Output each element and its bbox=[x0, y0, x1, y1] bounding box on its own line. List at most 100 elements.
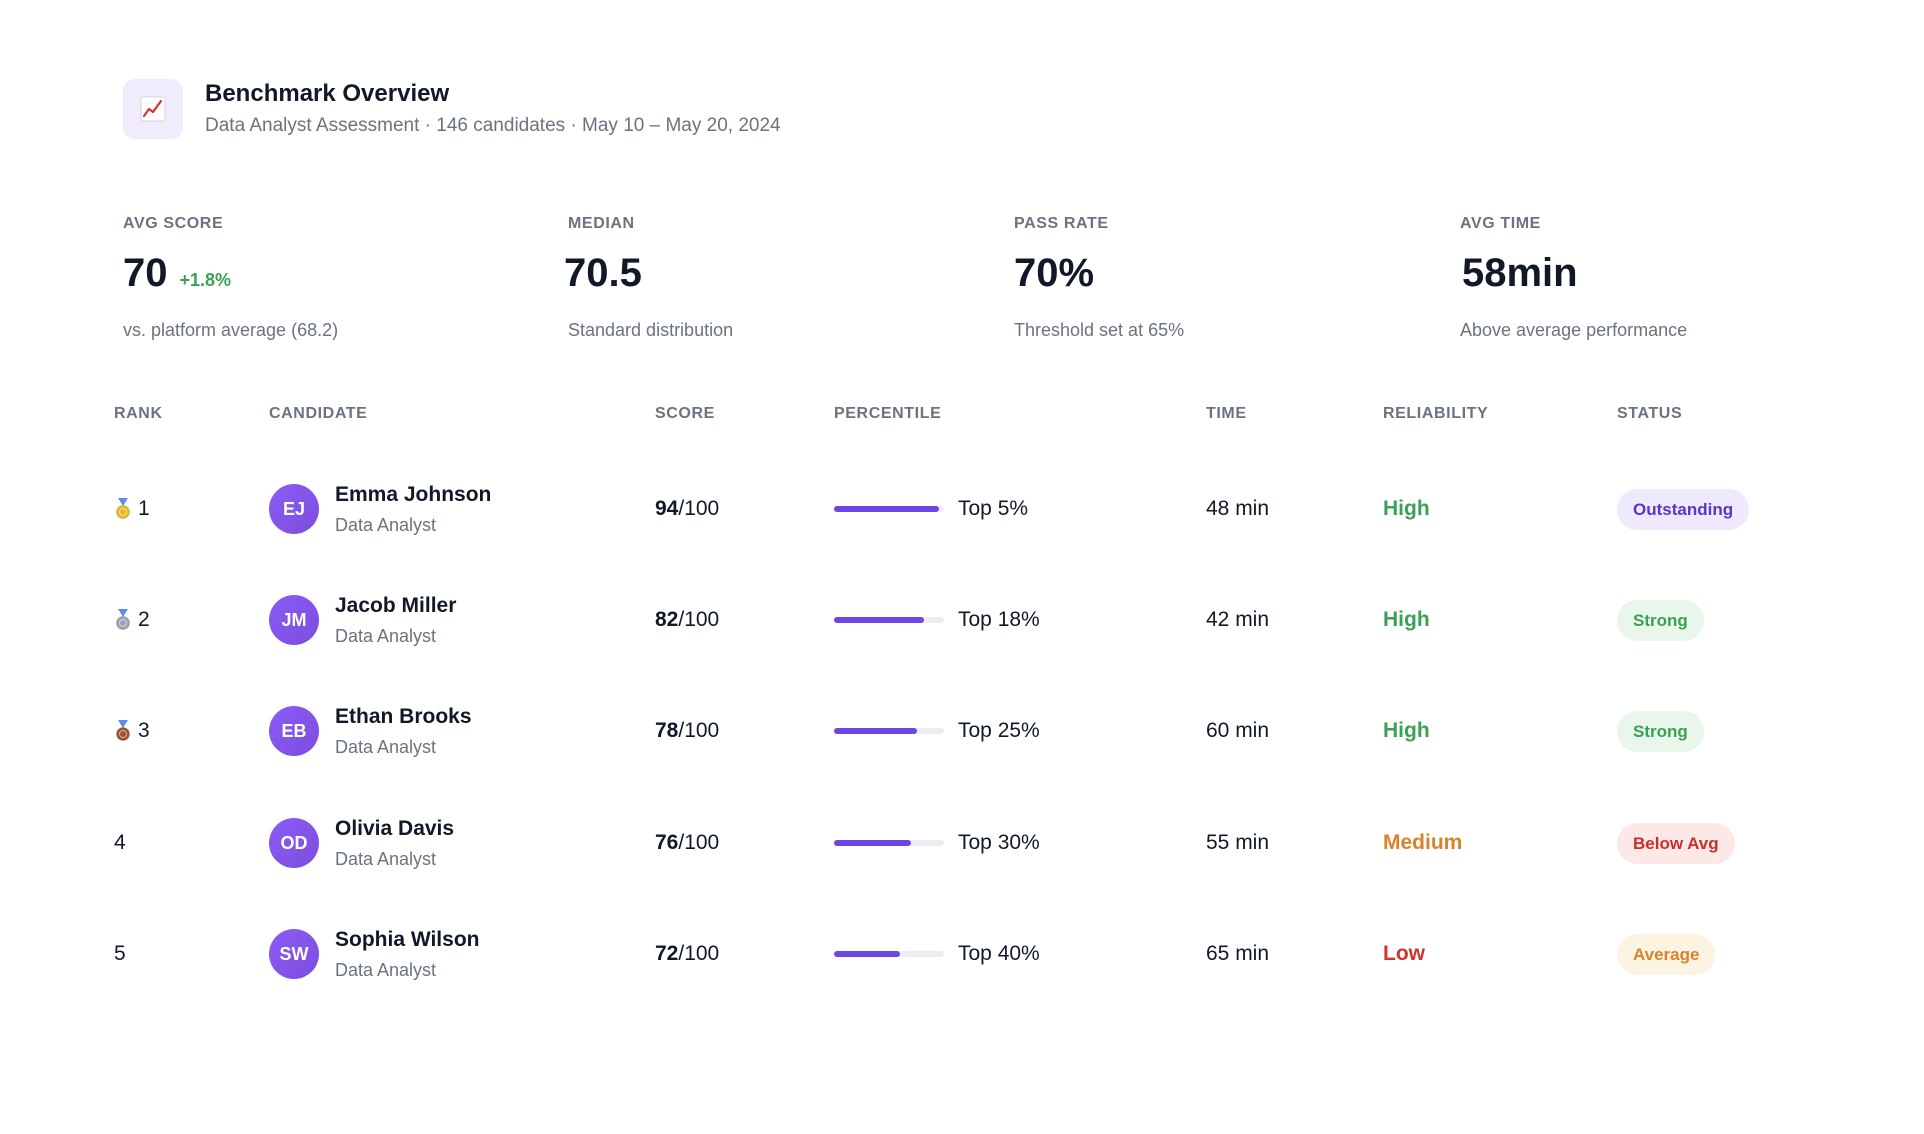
percentile-bar-fill bbox=[834, 617, 925, 623]
score-value: 72 bbox=[655, 942, 679, 965]
percentile-bar bbox=[834, 728, 944, 734]
percentile-label: Top 18% bbox=[958, 608, 1040, 631]
percentile-label: Top 30% bbox=[958, 831, 1040, 854]
stat-median: MEDIAN 70.5 Standard distribution bbox=[564, 214, 968, 342]
candidate-role: Data Analyst bbox=[335, 960, 437, 980]
candidate-cell[interactable]: OD Olivia Davis Data Analyst bbox=[269, 788, 454, 898]
rank-cell: 5 bbox=[114, 899, 126, 1009]
status-badge: Outstanding bbox=[1617, 488, 1750, 530]
score-max: /100 bbox=[678, 719, 720, 742]
col-header-reliability[interactable]: RELIABILITY bbox=[1383, 405, 1489, 422]
stats-row: AVG SCORE 70 +1.8% vs. platform average … bbox=[0, 214, 1924, 364]
benchmark-table: RANK CANDIDATE SCORE PERCENTILE TIME REL… bbox=[0, 405, 1924, 980]
stat-label: AVG SCORE bbox=[123, 215, 224, 232]
avatar: JM bbox=[269, 595, 319, 645]
percentile-bar-fill bbox=[834, 951, 900, 957]
percentile-label: Top 40% bbox=[958, 942, 1040, 965]
percentile-bar bbox=[834, 840, 944, 846]
stat-pass-rate: PASS RATE 70% Threshold set at 65% bbox=[1014, 214, 1414, 342]
table-row[interactable]: 2 JM Jacob Miller Data Analyst 82/100 Top 18%… bbox=[0, 565, 1924, 675]
candidate-cell[interactable]: EJ Emma Johnson Data Analyst bbox=[269, 454, 491, 564]
rank-cell: 2 bbox=[114, 565, 150, 675]
score-max: /100 bbox=[678, 942, 720, 965]
candidate-cell[interactable]: JM Jacob Miller Data Analyst bbox=[269, 565, 456, 675]
status-badge: Average bbox=[1617, 933, 1716, 975]
stat-value: 58min bbox=[1462, 251, 1578, 295]
candidate-name[interactable]: Jacob Miller bbox=[335, 594, 457, 617]
percentile-cell: Top 18% bbox=[834, 565, 1040, 675]
percentile-cell: Top 40% bbox=[834, 899, 1040, 1009]
rank-cell: 1 bbox=[114, 454, 150, 564]
stat-note: Above average performance bbox=[1460, 320, 1688, 340]
gold-medal-icon bbox=[114, 498, 132, 520]
percentile-bar bbox=[834, 617, 944, 623]
chart-line-icon bbox=[123, 79, 183, 139]
stat-delta: +1.8% bbox=[179, 270, 232, 290]
stat-note: Standard distribution bbox=[568, 320, 734, 340]
rank-number: 1 bbox=[138, 497, 150, 520]
col-header-percentile[interactable]: PERCENTILE bbox=[834, 405, 942, 422]
status-cell: Average bbox=[1617, 899, 1716, 1009]
stat-label: AVG TIME bbox=[1460, 215, 1541, 232]
score-cell: 94/100 bbox=[655, 454, 719, 564]
score-value: 78 bbox=[655, 719, 679, 742]
status-badge: Strong bbox=[1617, 710, 1704, 752]
table-row[interactable]: 5 SW Sophia Wilson Data Analyst 72/100 Top 40… bbox=[0, 899, 1924, 1009]
percentile-bar bbox=[834, 506, 944, 512]
rank-number: 5 bbox=[114, 942, 126, 965]
percentile-cell: Top 25% bbox=[834, 676, 1040, 786]
candidate-name[interactable]: Sophia Wilson bbox=[335, 928, 480, 951]
table-row[interactable]: 1 EJ Emma Johnson Data Analyst 94/100 Top 5% 4… bbox=[0, 454, 1924, 564]
stat-value: 70% bbox=[1014, 251, 1095, 295]
reliability-cell: Medium bbox=[1383, 831, 1463, 854]
col-header-score[interactable]: SCORE bbox=[655, 405, 715, 422]
candidate-cell[interactable]: EB Ethan Brooks Data Analyst bbox=[269, 676, 472, 786]
time-cell: 55 min bbox=[1206, 831, 1270, 854]
time-cell: 48 min bbox=[1206, 497, 1270, 520]
col-header-status[interactable]: STATUS bbox=[1617, 405, 1683, 422]
reliability-cell: High bbox=[1383, 719, 1430, 742]
rank-number: 2 bbox=[138, 608, 150, 631]
avatar: EJ bbox=[269, 484, 319, 534]
candidate-name[interactable]: Olivia Davis bbox=[335, 817, 455, 840]
bronze-medal-icon bbox=[114, 720, 132, 742]
score-max: /100 bbox=[678, 831, 720, 854]
time-cell: 65 min bbox=[1206, 942, 1270, 965]
candidate-cell[interactable]: SW Sophia Wilson Data Analyst bbox=[269, 899, 479, 1009]
time-cell: 42 min bbox=[1206, 608, 1270, 631]
score-cell: 82/100 bbox=[655, 565, 719, 675]
score-cell: 72/100 bbox=[655, 899, 719, 1009]
candidate-name[interactable]: Emma Johnson bbox=[335, 483, 492, 506]
col-header-candidate[interactable]: CANDIDATE bbox=[269, 405, 368, 422]
score-max: /100 bbox=[678, 497, 720, 520]
score-cell: 76/100 bbox=[655, 788, 719, 898]
rank-number: 4 bbox=[114, 831, 126, 854]
reliability-cell: High bbox=[1383, 608, 1430, 631]
col-header-time[interactable]: TIME bbox=[1206, 405, 1247, 422]
percentile-bar bbox=[834, 951, 944, 957]
silver-medal-icon bbox=[114, 609, 132, 631]
candidate-role: Data Analyst bbox=[335, 737, 437, 757]
col-header-rank[interactable]: RANK bbox=[114, 405, 163, 422]
table-row[interactable]: 4 OD Olivia Davis Data Analyst 76/100 Top 30%… bbox=[0, 788, 1924, 898]
candidate-name[interactable]: Ethan Brooks bbox=[335, 705, 472, 728]
reliability-cell: High bbox=[1383, 497, 1430, 520]
score-cell: 78/100 bbox=[655, 676, 719, 786]
rank-number: 3 bbox=[138, 719, 150, 742]
header-text: Benchmark Overview Data Analyst Assessme… bbox=[205, 79, 781, 139]
candidate-role: Data Analyst bbox=[335, 626, 437, 646]
stat-note: Threshold set at 65% bbox=[1014, 320, 1185, 340]
status-cell: Strong bbox=[1617, 565, 1704, 675]
score-value: 76 bbox=[655, 831, 679, 854]
stat-avg-time: AVG TIME 58min Above average performance bbox=[1460, 214, 1860, 342]
stat-label: MEDIAN bbox=[568, 215, 635, 232]
score-max: /100 bbox=[678, 608, 720, 631]
page-title: Benchmark Overview bbox=[205, 80, 450, 107]
page-header: Benchmark Overview Data Analyst Assessme… bbox=[123, 79, 781, 139]
status-cell: Outstanding bbox=[1617, 454, 1750, 564]
avatar: EB bbox=[269, 706, 319, 756]
percentile-label: Top 5% bbox=[958, 497, 1029, 520]
stat-note: vs. platform average (68.2) bbox=[123, 320, 339, 340]
table-row[interactable]: 3 EB Ethan Brooks Data Analyst 78/100 Top 25%… bbox=[0, 676, 1924, 786]
